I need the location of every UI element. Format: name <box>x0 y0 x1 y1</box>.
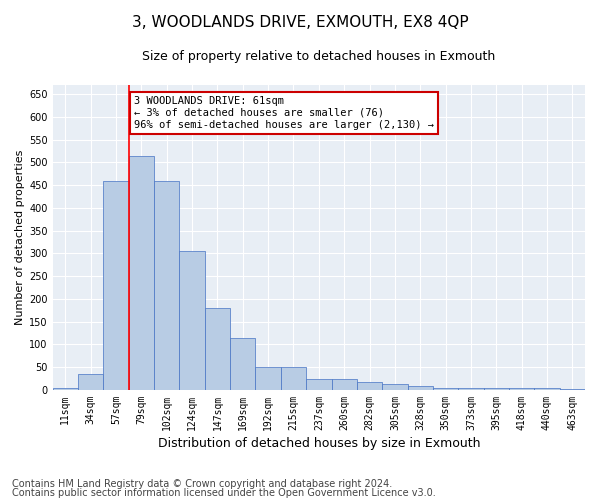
Bar <box>484 388 509 390</box>
Bar <box>78 374 103 390</box>
Bar <box>382 384 407 390</box>
Title: Size of property relative to detached houses in Exmouth: Size of property relative to detached ho… <box>142 50 496 63</box>
Y-axis label: Number of detached properties: Number of detached properties <box>15 150 25 325</box>
Bar <box>281 367 306 390</box>
Bar <box>433 388 458 390</box>
Bar <box>256 367 281 390</box>
Bar <box>129 156 154 390</box>
Bar <box>205 308 230 390</box>
Bar <box>458 388 484 390</box>
Text: 3 WOODLANDS DRIVE: 61sqm
← 3% of detached houses are smaller (76)
96% of semi-de: 3 WOODLANDS DRIVE: 61sqm ← 3% of detache… <box>134 96 434 130</box>
Text: Contains HM Land Registry data © Crown copyright and database right 2024.: Contains HM Land Registry data © Crown c… <box>12 479 392 489</box>
Bar <box>230 338 256 390</box>
Bar <box>103 180 129 390</box>
Text: Contains public sector information licensed under the Open Government Licence v3: Contains public sector information licen… <box>12 488 436 498</box>
Bar <box>154 180 179 390</box>
Bar <box>179 251 205 390</box>
Bar <box>509 388 535 390</box>
X-axis label: Distribution of detached houses by size in Exmouth: Distribution of detached houses by size … <box>158 437 480 450</box>
Bar <box>332 378 357 390</box>
Bar <box>306 378 332 390</box>
Bar <box>560 388 585 390</box>
Bar <box>53 388 78 390</box>
Bar <box>407 386 433 390</box>
Bar <box>535 388 560 390</box>
Bar <box>357 382 382 390</box>
Text: 3, WOODLANDS DRIVE, EXMOUTH, EX8 4QP: 3, WOODLANDS DRIVE, EXMOUTH, EX8 4QP <box>131 15 469 30</box>
